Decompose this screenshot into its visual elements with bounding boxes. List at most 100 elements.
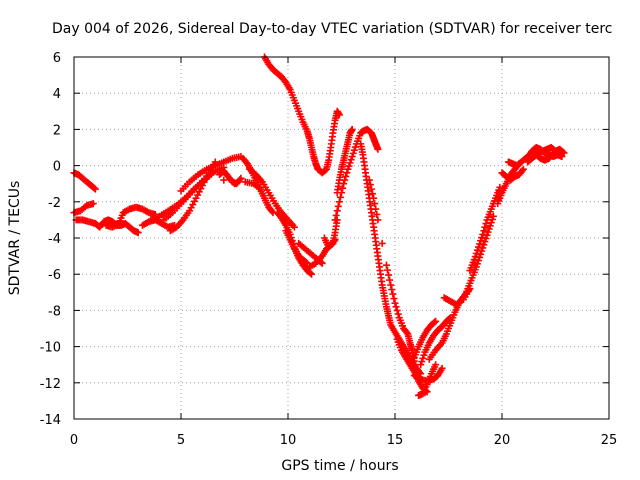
data-point-plus bbox=[366, 181, 374, 189]
data-point-plus bbox=[335, 198, 343, 206]
data-point-plus bbox=[518, 167, 526, 175]
x-tick-label: 10 bbox=[280, 433, 297, 448]
data-point-plus bbox=[344, 165, 352, 173]
data-point-plus bbox=[479, 230, 487, 238]
data-point-plus bbox=[487, 219, 495, 227]
x-axis-label: GPS time / hours bbox=[281, 458, 398, 474]
y-tick-label: -12 bbox=[40, 377, 61, 392]
data-point-plus bbox=[370, 194, 378, 202]
x-tick-label: 25 bbox=[601, 433, 618, 448]
chart-title: Day 004 of 2026, Sidereal Day-to-day VTE… bbox=[52, 21, 612, 37]
grid bbox=[73, 56, 610, 420]
data-point-plus bbox=[90, 184, 98, 192]
data-point-plus bbox=[519, 165, 527, 173]
data-point-plus bbox=[472, 263, 480, 271]
data-point-plus bbox=[486, 222, 494, 230]
data-point-plus bbox=[417, 361, 425, 369]
data-point-plus bbox=[482, 234, 490, 242]
data-point-plus bbox=[343, 169, 351, 177]
data-point-plus bbox=[346, 159, 354, 167]
data-point-plus bbox=[339, 184, 347, 192]
data-point-plus bbox=[432, 361, 440, 369]
data-point-plus bbox=[481, 223, 489, 231]
x-tick-label: 15 bbox=[387, 433, 404, 448]
data-point-plus bbox=[231, 180, 238, 188]
data-point-plus bbox=[482, 220, 490, 228]
data-points bbox=[70, 53, 568, 399]
data-point-plus bbox=[385, 271, 393, 279]
data-point-plus bbox=[391, 299, 399, 307]
data-point-plus bbox=[134, 229, 142, 237]
data-point-plus bbox=[335, 111, 343, 119]
data-point-plus bbox=[348, 125, 356, 133]
data-point-plus bbox=[431, 318, 439, 326]
data-point-plus bbox=[374, 216, 382, 224]
data-point-plus bbox=[479, 244, 487, 252]
data-point-plus bbox=[420, 351, 428, 359]
data-point-plus bbox=[484, 228, 492, 236]
data-point-plus bbox=[367, 185, 375, 193]
data-point-plus bbox=[432, 317, 440, 325]
data-point-plus bbox=[483, 231, 491, 239]
data-point-plus bbox=[349, 149, 357, 157]
data-point-plus bbox=[384, 266, 392, 274]
data-point-plus bbox=[236, 176, 244, 184]
data-point-plus bbox=[378, 239, 386, 247]
data-point-plus bbox=[89, 200, 97, 208]
data-point-plus bbox=[472, 249, 480, 257]
data-point-plus bbox=[418, 358, 426, 366]
data-point-plus bbox=[394, 310, 402, 318]
data-point-plus bbox=[388, 286, 396, 294]
y-tick-label: -6 bbox=[48, 268, 61, 283]
data-point-plus bbox=[471, 253, 479, 261]
data-point-plus bbox=[389, 290, 397, 298]
data-point-plus bbox=[478, 234, 486, 242]
y-axis-label: SDTVAR / TECUs bbox=[7, 181, 23, 296]
data-point-plus bbox=[372, 205, 380, 213]
data-point-plus bbox=[220, 176, 228, 184]
data-point-plus bbox=[473, 260, 481, 268]
data-point-plus bbox=[476, 253, 484, 261]
data-point-plus bbox=[382, 261, 390, 269]
data-point-plus bbox=[306, 269, 314, 277]
data-point-plus bbox=[477, 237, 485, 245]
y-tick-label: 4 bbox=[53, 87, 61, 102]
data-point-plus bbox=[332, 211, 340, 219]
data-point-plus bbox=[347, 156, 355, 164]
data-point-plus bbox=[473, 246, 481, 254]
data-point-plus bbox=[481, 238, 489, 246]
data-point-plus bbox=[350, 146, 358, 154]
data-point-plus bbox=[476, 240, 484, 248]
data-point-plus bbox=[341, 176, 349, 184]
data-point-plus bbox=[331, 216, 339, 224]
data-point-plus bbox=[290, 223, 298, 231]
data-point-plus bbox=[340, 180, 348, 188]
data-point-plus bbox=[392, 303, 400, 311]
data-point-plus bbox=[390, 295, 398, 303]
data-point-plus bbox=[318, 259, 326, 267]
data-point-plus bbox=[373, 210, 381, 218]
data-point-plus bbox=[374, 145, 382, 153]
y-tick-label: 6 bbox=[53, 51, 61, 66]
x-tick-label: 5 bbox=[177, 433, 185, 448]
data-point-plus bbox=[328, 240, 336, 248]
data-point-plus bbox=[477, 250, 485, 258]
data-point-plus bbox=[560, 149, 568, 157]
data-point-plus bbox=[474, 257, 482, 265]
data-point-plus bbox=[489, 212, 497, 220]
data-point-plus bbox=[438, 364, 446, 372]
y-tick-label: -4 bbox=[48, 232, 61, 247]
data-point-plus bbox=[554, 147, 562, 155]
data-point-plus bbox=[470, 256, 478, 264]
data-point-plus bbox=[268, 207, 276, 215]
data-point-plus bbox=[393, 306, 401, 314]
data-point-plus bbox=[351, 143, 359, 151]
data-point-plus bbox=[386, 276, 394, 284]
data-point-plus bbox=[387, 281, 395, 289]
x-tick-label: 20 bbox=[494, 433, 511, 448]
plot-frame bbox=[73, 56, 610, 420]
data-point-plus bbox=[348, 153, 356, 161]
data-point-plus bbox=[369, 190, 377, 198]
data-point-plus bbox=[559, 148, 567, 156]
